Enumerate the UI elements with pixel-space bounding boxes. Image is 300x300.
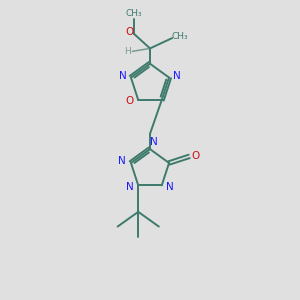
Text: N: N bbox=[125, 182, 133, 192]
Text: O: O bbox=[125, 27, 134, 37]
Text: N: N bbox=[118, 156, 126, 166]
Text: N: N bbox=[119, 71, 127, 81]
Text: CH₃: CH₃ bbox=[125, 9, 142, 18]
Text: N: N bbox=[166, 182, 174, 192]
Text: CH₃: CH₃ bbox=[171, 32, 188, 41]
Text: O: O bbox=[126, 96, 134, 106]
Text: O: O bbox=[192, 152, 200, 161]
Text: N: N bbox=[150, 137, 158, 147]
Text: N: N bbox=[173, 71, 181, 81]
Text: H: H bbox=[124, 47, 130, 56]
